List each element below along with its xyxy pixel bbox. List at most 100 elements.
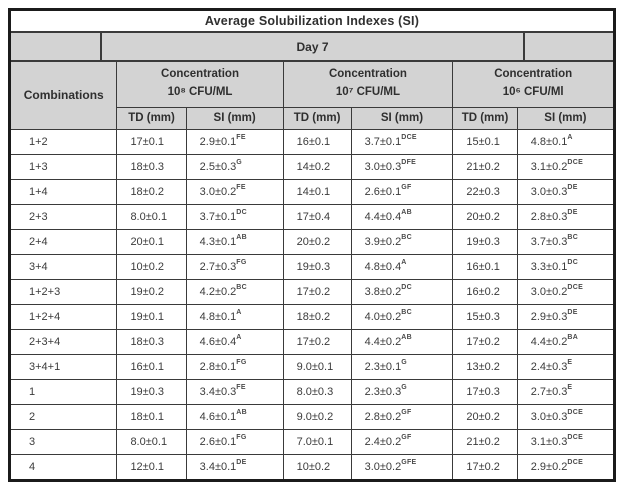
statistical-group-superscript: DE — [567, 308, 578, 316]
day-row-right-spacer — [525, 33, 613, 60]
si-value-cell: 2.9±0.2DCE — [516, 453, 614, 480]
si-value-cell: 2.8±0.1FG — [185, 353, 284, 380]
si-value-cell: 3.0±0.2GFE — [350, 453, 454, 480]
data-grid: Combinations Concentration 10⁸ CFU/ML Co… — [10, 61, 614, 480]
td-header-1: TD (mm) — [116, 106, 187, 130]
statistical-group-superscript: DC — [401, 283, 412, 291]
si-value-cell: 4.4±0.4AB — [350, 203, 454, 230]
si-header-1: SI (mm) — [185, 106, 284, 130]
td-header-2: TD (mm) — [282, 106, 352, 130]
statistical-group-superscript: FE — [236, 133, 246, 141]
combination-cell: 1+2 — [10, 128, 118, 155]
si-value-cell: 3.0±0.3DFE — [350, 153, 454, 180]
statistical-group-superscript: DE — [567, 208, 578, 216]
day-row-left-spacer — [11, 33, 102, 60]
statistical-group-superscript: DCE — [567, 408, 584, 416]
combination-cell: 1+3 — [10, 153, 118, 180]
si-value-cell: 3.8±0.2DC — [350, 278, 454, 305]
td-value-cell: 16±0.1 — [452, 253, 518, 280]
td-value-cell: 16±0.1 — [282, 128, 352, 155]
statistical-group-superscript: FE — [236, 183, 246, 191]
si-value-cell: 2.8±0.2GF — [350, 403, 454, 430]
si-value-cell: 4.0±0.2BC — [350, 303, 454, 330]
td-value-cell: 8.0±0.1 — [116, 203, 187, 230]
combination-cell: 1+2+3 — [10, 278, 118, 305]
si-value-cell: 3.7±0.3BC — [516, 228, 614, 255]
td-value-cell: 15±0.3 — [452, 303, 518, 330]
td-value-cell: 10±0.2 — [282, 453, 352, 480]
combination-cell: 2 — [10, 403, 118, 430]
statistical-group-superscript: DE — [567, 183, 578, 191]
concentration-group-1: Concentration 10⁸ CFU/ML — [116, 61, 284, 108]
combination-cell: 1+4 — [10, 178, 118, 205]
si-value-cell: 3.0±0.3DCE — [516, 403, 614, 430]
statistical-group-superscript: GF — [401, 183, 412, 191]
statistical-group-superscript: A — [236, 333, 242, 341]
combination-cell: 1 — [10, 378, 118, 405]
td-value-cell: 15±0.1 — [452, 128, 518, 155]
statistical-group-superscript: G — [401, 383, 407, 391]
si-value-cell: 3.0±0.2FE — [185, 178, 284, 205]
si-header-2: SI (mm) — [350, 106, 454, 130]
combination-cell: 3+4 — [10, 253, 118, 280]
statistical-group-superscript: FG — [236, 258, 247, 266]
si-value-cell: 3.4±0.3FE — [185, 378, 284, 405]
concentration-label: Concentration — [494, 68, 573, 81]
si-value-cell: 4.8±0.1A — [516, 128, 614, 155]
solubilization-table: Average Solubilization Indexes (SI) Day … — [8, 8, 616, 482]
statistical-group-superscript: DCE — [567, 459, 584, 467]
table-row: 3+4 10±0.2 2.7±0.3FG 19±0.3 4.8±0.4A 16±0.1 3.… — [10, 253, 614, 280]
si-value-cell: 2.3±0.3G — [350, 378, 454, 405]
td-value-cell: 17±0.4 — [282, 203, 352, 230]
statistical-group-superscript: AB — [236, 233, 247, 241]
td-value-cell: 18±0.2 — [116, 178, 187, 205]
td-value-cell: 17±0.1 — [116, 128, 187, 155]
td-value-cell: 18±0.2 — [282, 303, 352, 330]
sub-header-row: TD (mm) SI (mm) TD (mm) SI (mm) TD (mm) … — [11, 106, 614, 130]
combinations-header: Combinations — [10, 61, 118, 130]
table-row: 2+3 8.0±0.1 3.7±0.1DC 17±0.4 4.4±0.4AB 20±0.2… — [10, 203, 614, 230]
si-value-cell: 2.6±0.1FG — [185, 428, 284, 455]
si-value-cell: 3.1±0.3DCE — [516, 428, 614, 455]
td-value-cell: 19±0.1 — [116, 303, 187, 330]
td-value-cell: 7.0±0.1 — [282, 428, 352, 455]
statistical-group-superscript: E — [567, 383, 573, 391]
table-row: 1+3 18±0.3 2.5±0.3G 14±0.2 3.0±0.3DFE 21±0.2 3… — [10, 153, 614, 180]
td-value-cell: 12±0.1 — [116, 453, 187, 480]
table-row: 1+2 17±0.1 2.9±0.1FE 16±0.1 3.7±0.1DCE 15±0.1… — [10, 128, 614, 155]
td-value-cell: 19±0.2 — [116, 278, 187, 305]
td-value-cell: 20±0.2 — [452, 203, 518, 230]
combination-cell: 2+3+4 — [10, 328, 118, 355]
td-value-cell: 17±0.2 — [282, 328, 352, 355]
si-value-cell: 4.6±0.4A — [185, 328, 284, 355]
table-body: 1+2 17±0.1 2.9±0.1FE 16±0.1 3.7±0.1DCE 15±0.1… — [10, 128, 614, 480]
concentration-value: 10⁶ CFU/Ml — [502, 86, 564, 99]
si-value-cell: 2.8±0.3DE — [516, 203, 614, 230]
table-row: 1+2+3 19±0.2 4.2±0.2BC 17±0.2 3.8±0.2DC 16±0.… — [10, 278, 614, 305]
statistical-group-superscript: DFE — [401, 158, 417, 166]
td-value-cell: 13±0.2 — [452, 353, 518, 380]
td-value-cell: 14±0.2 — [282, 153, 352, 180]
td-value-cell: 10±0.2 — [116, 253, 187, 280]
concentration-group-2: Concentration 10⁷ CFU/ML — [282, 61, 454, 108]
table-row: 3+4+1 16±0.1 2.8±0.1FG 9.0±0.1 2.3±0.1G 13±0.… — [10, 353, 614, 380]
td-value-cell: 14±0.1 — [282, 178, 352, 205]
statistical-group-superscript: A — [567, 133, 573, 141]
statistical-group-superscript: DC — [567, 258, 579, 266]
statistical-group-superscript: AB — [236, 408, 247, 416]
td-value-cell: 18±0.3 — [116, 328, 187, 355]
statistical-group-superscript: FE — [236, 383, 246, 391]
td-value-cell: 9.0±0.1 — [282, 353, 352, 380]
statistical-group-superscript: DCE — [567, 283, 584, 291]
statistical-group-superscript: BC — [236, 283, 247, 291]
td-value-cell: 16±0.1 — [116, 353, 187, 380]
td-value-cell: 17±0.3 — [452, 378, 518, 405]
td-value-cell: 21±0.2 — [452, 428, 518, 455]
si-value-cell: 3.3±0.1DC — [516, 253, 614, 280]
statistical-group-superscript: G — [401, 358, 407, 366]
table-row: 2 18±0.1 4.6±0.1AB 9.0±0.2 2.8±0.2GF 20±0.2 3.… — [10, 403, 614, 430]
statistical-group-superscript: DCE — [401, 133, 417, 141]
combination-cell: 1+2+4 — [10, 303, 118, 330]
day-header-row: Day 7 — [11, 33, 613, 62]
